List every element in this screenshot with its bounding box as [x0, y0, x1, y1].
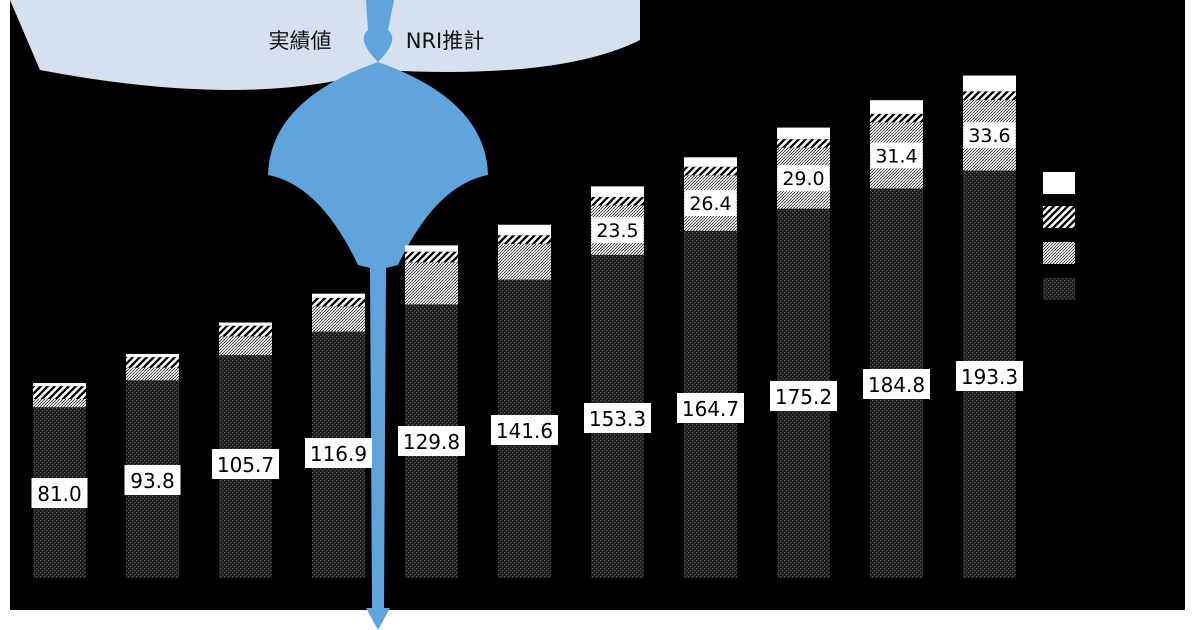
actual-period-label: 実績値 [269, 29, 332, 53]
base-value-label-text-1: 93.8 [130, 469, 175, 493]
forecast-period-label: NRI推計 [406, 29, 485, 53]
bar-top-7 [684, 157, 737, 167]
bar-top-10 [963, 75, 1016, 92]
bar-top-6 [591, 186, 644, 197]
bar-third-2 [219, 325, 272, 337]
actual-period-band [10, 0, 380, 90]
bar-top-3 [312, 293, 365, 298]
second-value-label-box-8 [777, 165, 830, 192]
base-value-label-0: 81.0 [31, 478, 88, 508]
legend-swatch-dots [1043, 278, 1075, 300]
base-value-label-box-8 [770, 381, 837, 411]
base-value-label-box-6 [584, 403, 651, 433]
data-labels: 81.0 93.8 105.7 116.9 129.8 141.6 153.3 23.5 164… [31, 122, 1023, 508]
base-value-label-text-0: 81.0 [37, 482, 82, 506]
bar-second-1 [126, 367, 179, 381]
period-header: 実績値 NRI推計 [10, 0, 640, 90]
legend-swatch-fine [1043, 242, 1075, 264]
base-value-label-9: 184.8 [863, 369, 930, 399]
base-value-label-5: 141.6 [491, 415, 558, 445]
right-border [1185, 0, 1200, 630]
base-value-label-box-5 [491, 415, 558, 445]
base-value-label-1: 93.8 [124, 465, 181, 495]
bar-third-8 [777, 139, 830, 148]
forecast-period-band [380, 0, 640, 72]
bar-third-5 [498, 235, 551, 244]
bar-top-8 [777, 127, 830, 140]
base-value-label-text-9: 184.8 [868, 373, 925, 397]
bar-top-1 [126, 353, 179, 358]
bar-third-6 [591, 196, 644, 206]
bar-second-0 [33, 398, 86, 408]
second-value-label-10: 33.6 [968, 125, 1010, 147]
left-border [0, 0, 10, 630]
bar-third-7 [684, 166, 737, 176]
bar-third-1 [126, 357, 179, 368]
base-value-label-text-5: 141.6 [496, 419, 553, 443]
bar-second-2 [219, 336, 272, 356]
base-value-label-text-7: 164.7 [682, 397, 739, 421]
base-value-label-10: 193.3 [956, 361, 1023, 391]
second-value-label-box-7 [684, 190, 737, 217]
base-value-label-box-3 [305, 438, 372, 468]
legend-swatch-stripe [1043, 206, 1075, 228]
bar-top-9 [870, 100, 923, 114]
base-value-label-text-2: 105.7 [217, 453, 274, 477]
base-value-label-8: 175.2 [770, 381, 837, 411]
base-value-label-box-9 [863, 369, 930, 399]
second-value-label-6: 23.5 [596, 220, 638, 242]
base-value-label-box-4 [398, 426, 465, 456]
second-value-label-box-10 [963, 122, 1016, 149]
bar-second-4 [405, 262, 458, 305]
base-value-label-text-8: 175.2 [775, 385, 832, 409]
base-value-label-box-10 [956, 361, 1023, 391]
second-value-label-9: 31.4 [875, 145, 917, 167]
bottom-border [0, 610, 1200, 630]
base-value-label-3: 116.9 [305, 438, 372, 468]
base-value-label-box-7 [677, 393, 744, 423]
second-value-label-box-6 [591, 217, 644, 244]
second-value-label-7: 26.4 [689, 193, 731, 215]
forecast-arrow [268, 0, 488, 630]
base-value-label-box-0 [31, 478, 88, 508]
base-value-label-6: 153.3 [584, 403, 651, 433]
second-value-label-8: 29.0 [782, 168, 824, 190]
base-value-label-text-6: 153.3 [589, 407, 646, 431]
bar-third-0 [33, 386, 86, 399]
bar-second-3 [312, 306, 365, 332]
bar-third-10 [963, 91, 1016, 100]
bar-third-3 [312, 297, 365, 307]
bar-top-4 [405, 245, 458, 252]
base-value-label-text-10: 193.3 [961, 365, 1018, 389]
base-value-label-text-4: 129.8 [403, 430, 460, 454]
legend-swatch-top [1043, 172, 1075, 194]
bar-third-4 [405, 251, 458, 263]
base-value-label-text-3: 116.9 [310, 442, 367, 466]
base-value-label-box-1 [124, 465, 181, 495]
second-value-label-box-9 [870, 142, 923, 169]
base-value-label-7: 164.7 [677, 393, 744, 423]
bar-top-2 [219, 322, 272, 326]
bar-top-5 [498, 224, 551, 236]
legend [1043, 172, 1075, 300]
base-value-label-2: 105.7 [212, 449, 279, 479]
bar-third-9 [870, 113, 923, 123]
bar-second-5 [498, 243, 551, 280]
bar-top-0 [33, 383, 86, 387]
base-value-label-4: 129.8 [398, 426, 465, 456]
base-value-label-box-2 [212, 449, 279, 479]
